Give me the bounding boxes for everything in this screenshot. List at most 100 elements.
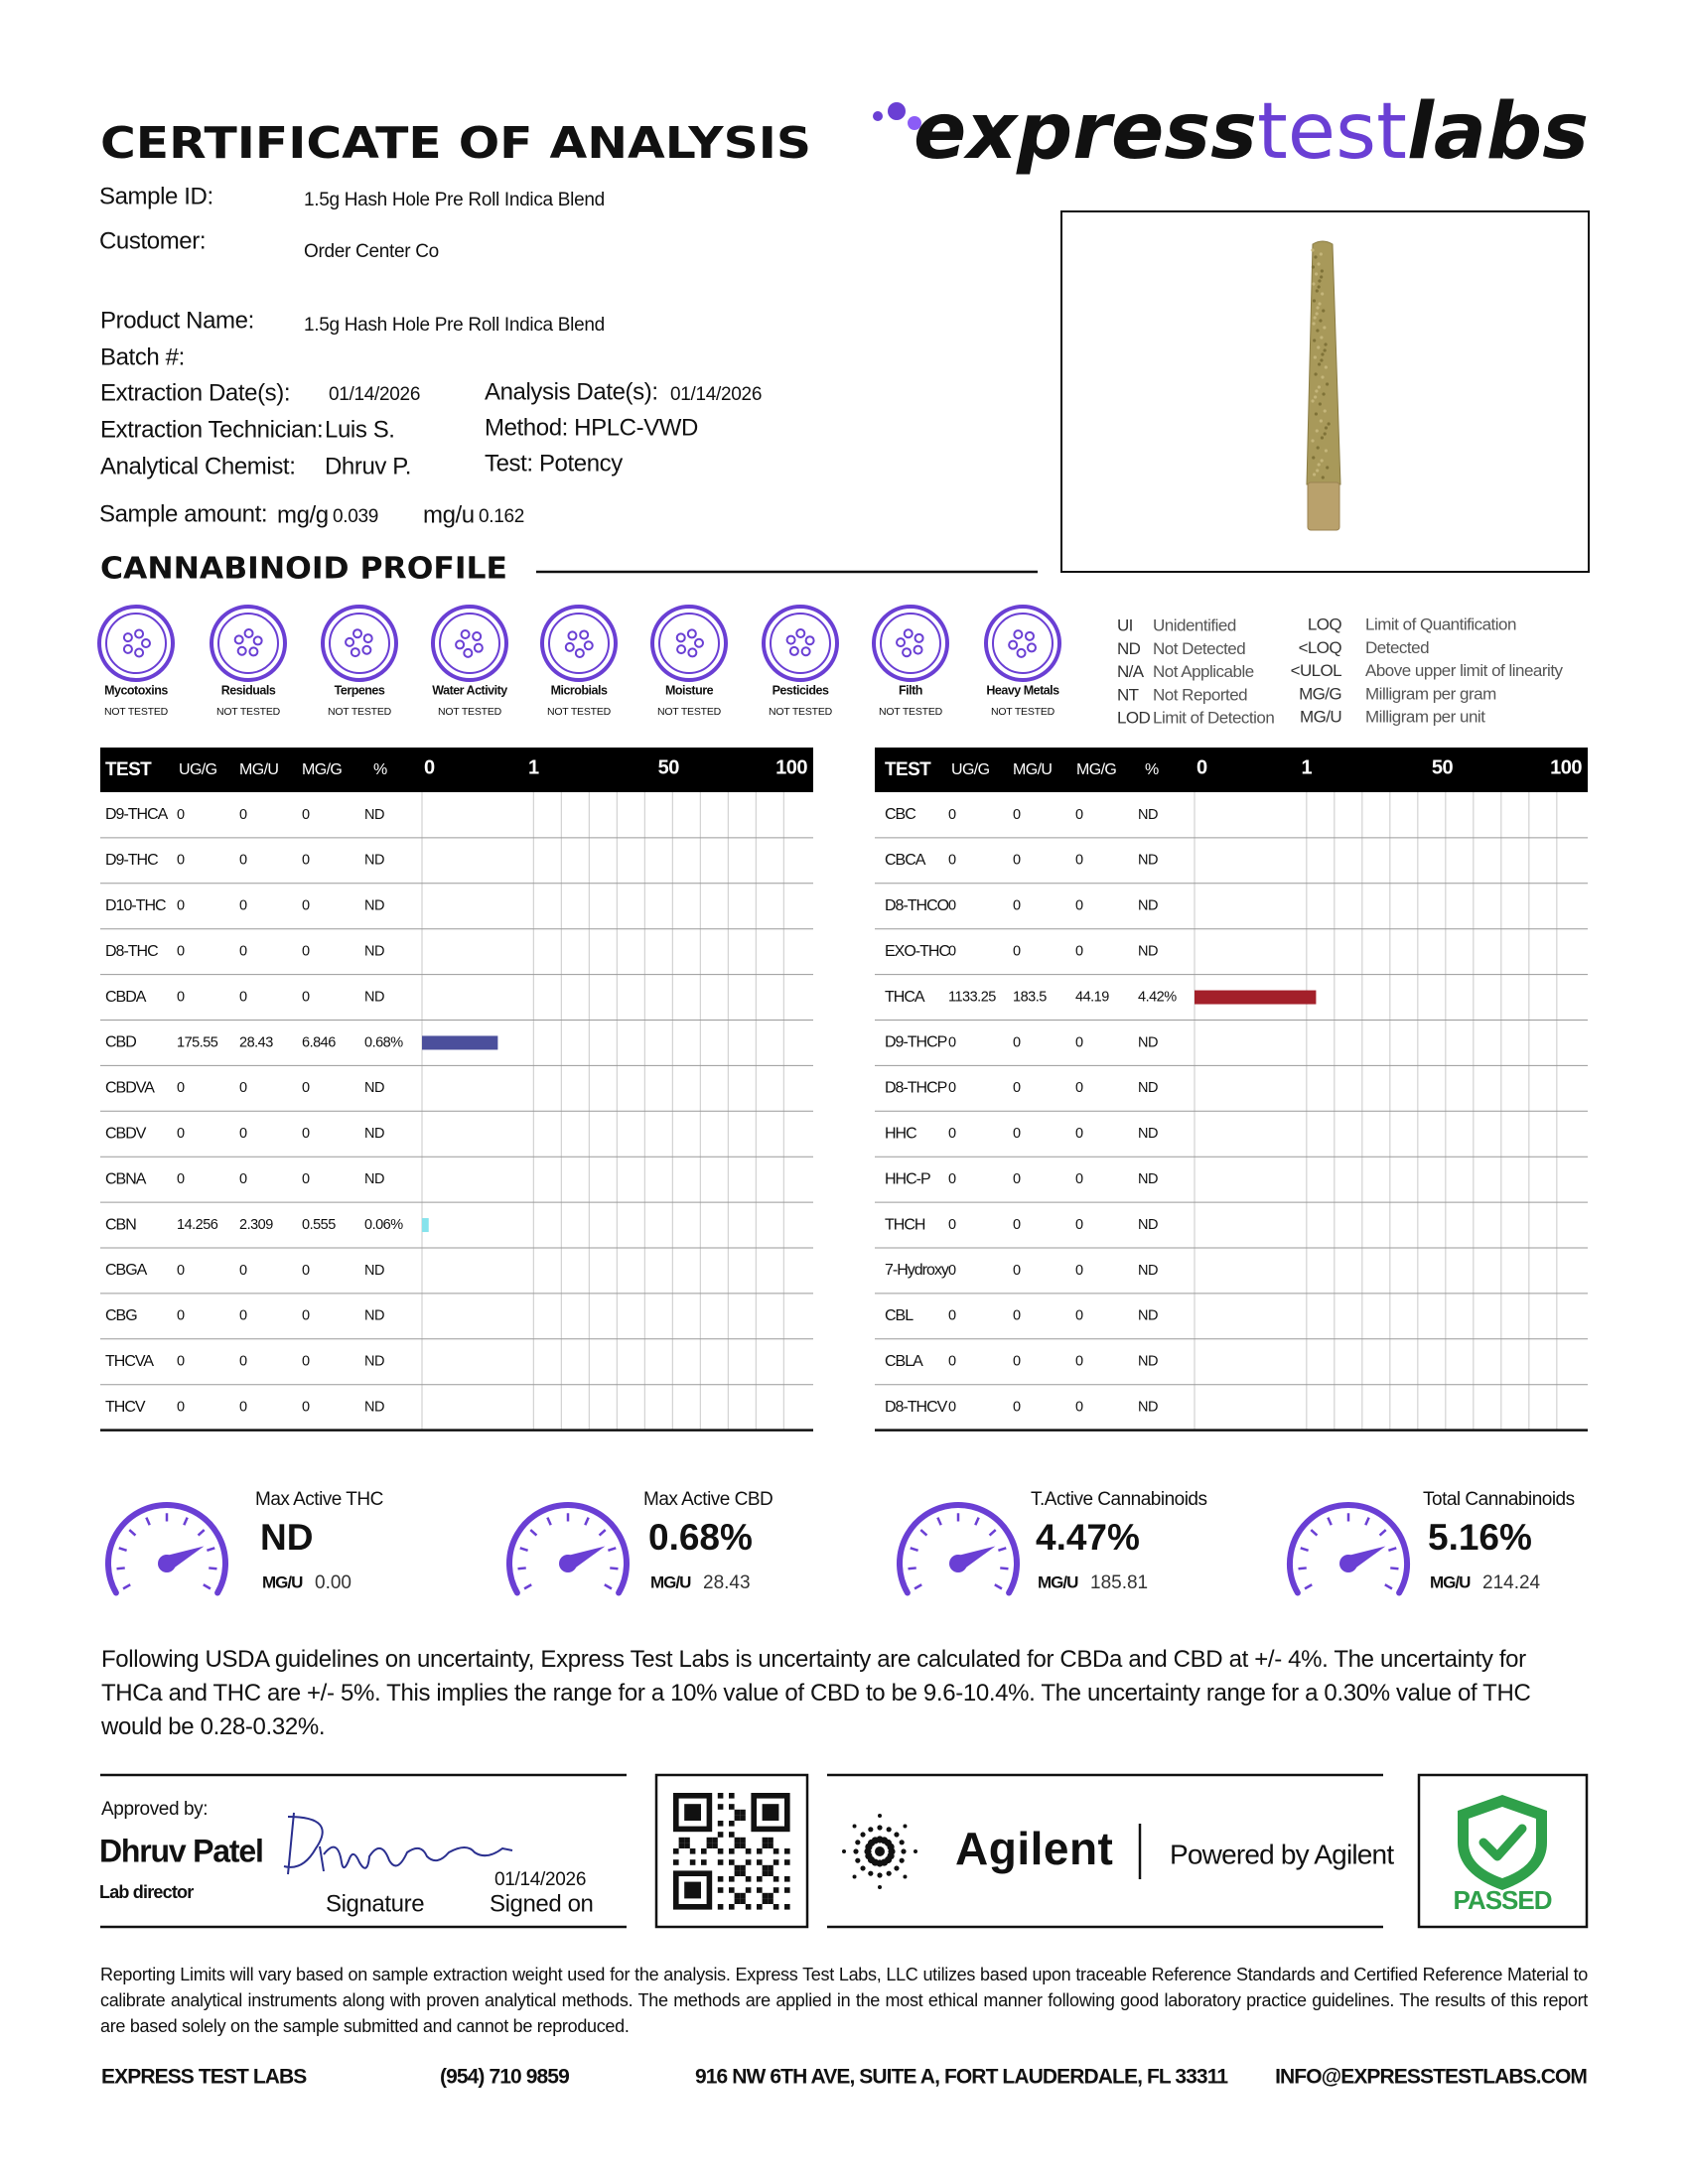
- pre-roll-texture: [1322, 309, 1326, 313]
- column-header: TEST: [885, 759, 931, 780]
- field-value: 1.5g Hash Hole Pre Roll Indica Blend: [304, 315, 605, 336]
- test-icon-ring: [650, 605, 728, 682]
- cell-value: ND: [1138, 1263, 1158, 1279]
- scale-tick: 0: [1196, 756, 1207, 778]
- field-label: Extraction Technician:: [100, 416, 323, 443]
- gauge-tick: [116, 1567, 125, 1570]
- qr-module: [784, 1859, 790, 1865]
- qr-module: [740, 1815, 746, 1821]
- qr-module: [734, 1809, 741, 1816]
- gauge-hub: [158, 1555, 176, 1572]
- agilent-tagline: Powered by Agilent: [1170, 1839, 1394, 1869]
- test-icon-glyph: [122, 632, 133, 643]
- legend-meaning: Detected: [1365, 638, 1429, 657]
- gauge-label: Max Active CBD: [643, 1489, 773, 1510]
- field-label: Sample ID:: [99, 183, 213, 209]
- legend-meaning: Limit of Quantification: [1365, 614, 1516, 633]
- gauge-tick: [604, 1583, 613, 1590]
- footer-company: EXPRESS TEST LABS: [101, 2066, 307, 2089]
- test-name: EXO-THC: [885, 943, 949, 960]
- cell-value: 0: [302, 1126, 310, 1142]
- cell-value: 14.256: [177, 1217, 218, 1233]
- gauge-arc: [897, 1502, 1020, 1596]
- test-name: HHC: [885, 1125, 916, 1142]
- test-icon-glyph: [687, 647, 698, 658]
- cell-value: 0: [1075, 1263, 1083, 1279]
- logo: expresstestlabs: [914, 87, 1589, 177]
- test-icon-glyph: [1026, 642, 1037, 653]
- cell-value: 0: [948, 1126, 956, 1142]
- qr-module: [740, 1892, 746, 1899]
- pre-roll-texture: [1315, 312, 1319, 316]
- cell-value: 0: [302, 853, 310, 869]
- scale-tick: 50: [658, 756, 680, 778]
- gauge-tick: [1364, 1517, 1370, 1526]
- test-icon-inner: [770, 613, 831, 674]
- legend-abbr: MG/G: [1299, 684, 1341, 703]
- test-icon-ring: [540, 605, 618, 682]
- qr-module: [706, 1837, 713, 1843]
- test-icon-glyph: [233, 634, 244, 645]
- cell-value: 2.309: [239, 1217, 273, 1233]
- test-name: Filth: [899, 683, 922, 697]
- agilent-spark: [887, 1843, 895, 1851]
- gauge-tick: [908, 1567, 916, 1570]
- cell-value: 0: [239, 1354, 247, 1370]
- legend-abbr: ND: [1117, 639, 1141, 658]
- cell-value: 0: [948, 1308, 956, 1324]
- cell-value: ND: [364, 1354, 384, 1370]
- field-value: 0.162: [479, 506, 524, 527]
- field-value: 0.039: [333, 506, 378, 527]
- gauge-unit: MG/U: [650, 1572, 691, 1591]
- cell-value: 0: [177, 853, 185, 869]
- test-status: NOT TESTED: [547, 706, 612, 718]
- test-status: NOT TESTED: [769, 706, 833, 718]
- test-name: D9-THC: [105, 852, 158, 869]
- pre-roll: [1306, 240, 1341, 485]
- cell-value: 0: [948, 943, 956, 959]
- qr-module: [729, 1821, 735, 1827]
- table-header: [875, 748, 1588, 792]
- test-name: Pesticides: [773, 683, 829, 697]
- pre-roll-texture: [1318, 402, 1322, 406]
- test-icon-glyph: [1024, 630, 1035, 641]
- cell-value: 0: [1075, 1080, 1083, 1096]
- test-icon-glyph: [693, 637, 704, 648]
- pre-roll-texture: [1318, 362, 1322, 366]
- cell-value: 0: [1075, 943, 1083, 959]
- field-label: Analysis Date(s):: [485, 378, 658, 405]
- gauge-tick: [207, 1547, 215, 1553]
- qr-module: [757, 1876, 763, 1882]
- qr-module: [673, 1859, 679, 1865]
- test-icon-glyph: [122, 643, 133, 654]
- pre-roll-texture: [1313, 339, 1317, 342]
- test-icon-glyph: [134, 647, 145, 658]
- cell-value: 0: [1075, 1171, 1083, 1187]
- agilent-brand: Agilent: [955, 1823, 1113, 1874]
- agilent-spark: [860, 1865, 866, 1871]
- cell-value: ND: [1138, 807, 1158, 823]
- legend-meaning: Limit of Detection: [1153, 709, 1274, 728]
- test-icon-inner: [329, 613, 390, 674]
- pre-roll-texture: [1323, 348, 1327, 352]
- test-icon-glyph: [350, 647, 360, 658]
- test-name: THCVA: [105, 1353, 154, 1370]
- cell-value: 0: [177, 1399, 185, 1415]
- test-name: CBG: [105, 1307, 137, 1324]
- agilent-spark: [855, 1857, 861, 1863]
- cell-value: 0: [948, 1080, 956, 1096]
- gauge-arc: [105, 1502, 228, 1596]
- legend-meaning: Not Detected: [1153, 639, 1245, 658]
- test-icon-glyph: [675, 632, 686, 643]
- agilent-spark: [877, 1872, 883, 1878]
- gauge-tick: [910, 1547, 918, 1553]
- gauge-tick: [1390, 1567, 1399, 1570]
- test-icon-glyph: [473, 642, 484, 653]
- test-icon-glyph: [248, 646, 259, 657]
- field-label: mg/g: [277, 501, 329, 528]
- signature-label: Signature: [326, 1890, 424, 1917]
- agilent-spark: [855, 1840, 861, 1845]
- agilent-spark: [899, 1840, 905, 1845]
- gauge-amount: 185.81: [1090, 1572, 1148, 1593]
- test-name: CBC: [885, 806, 915, 823]
